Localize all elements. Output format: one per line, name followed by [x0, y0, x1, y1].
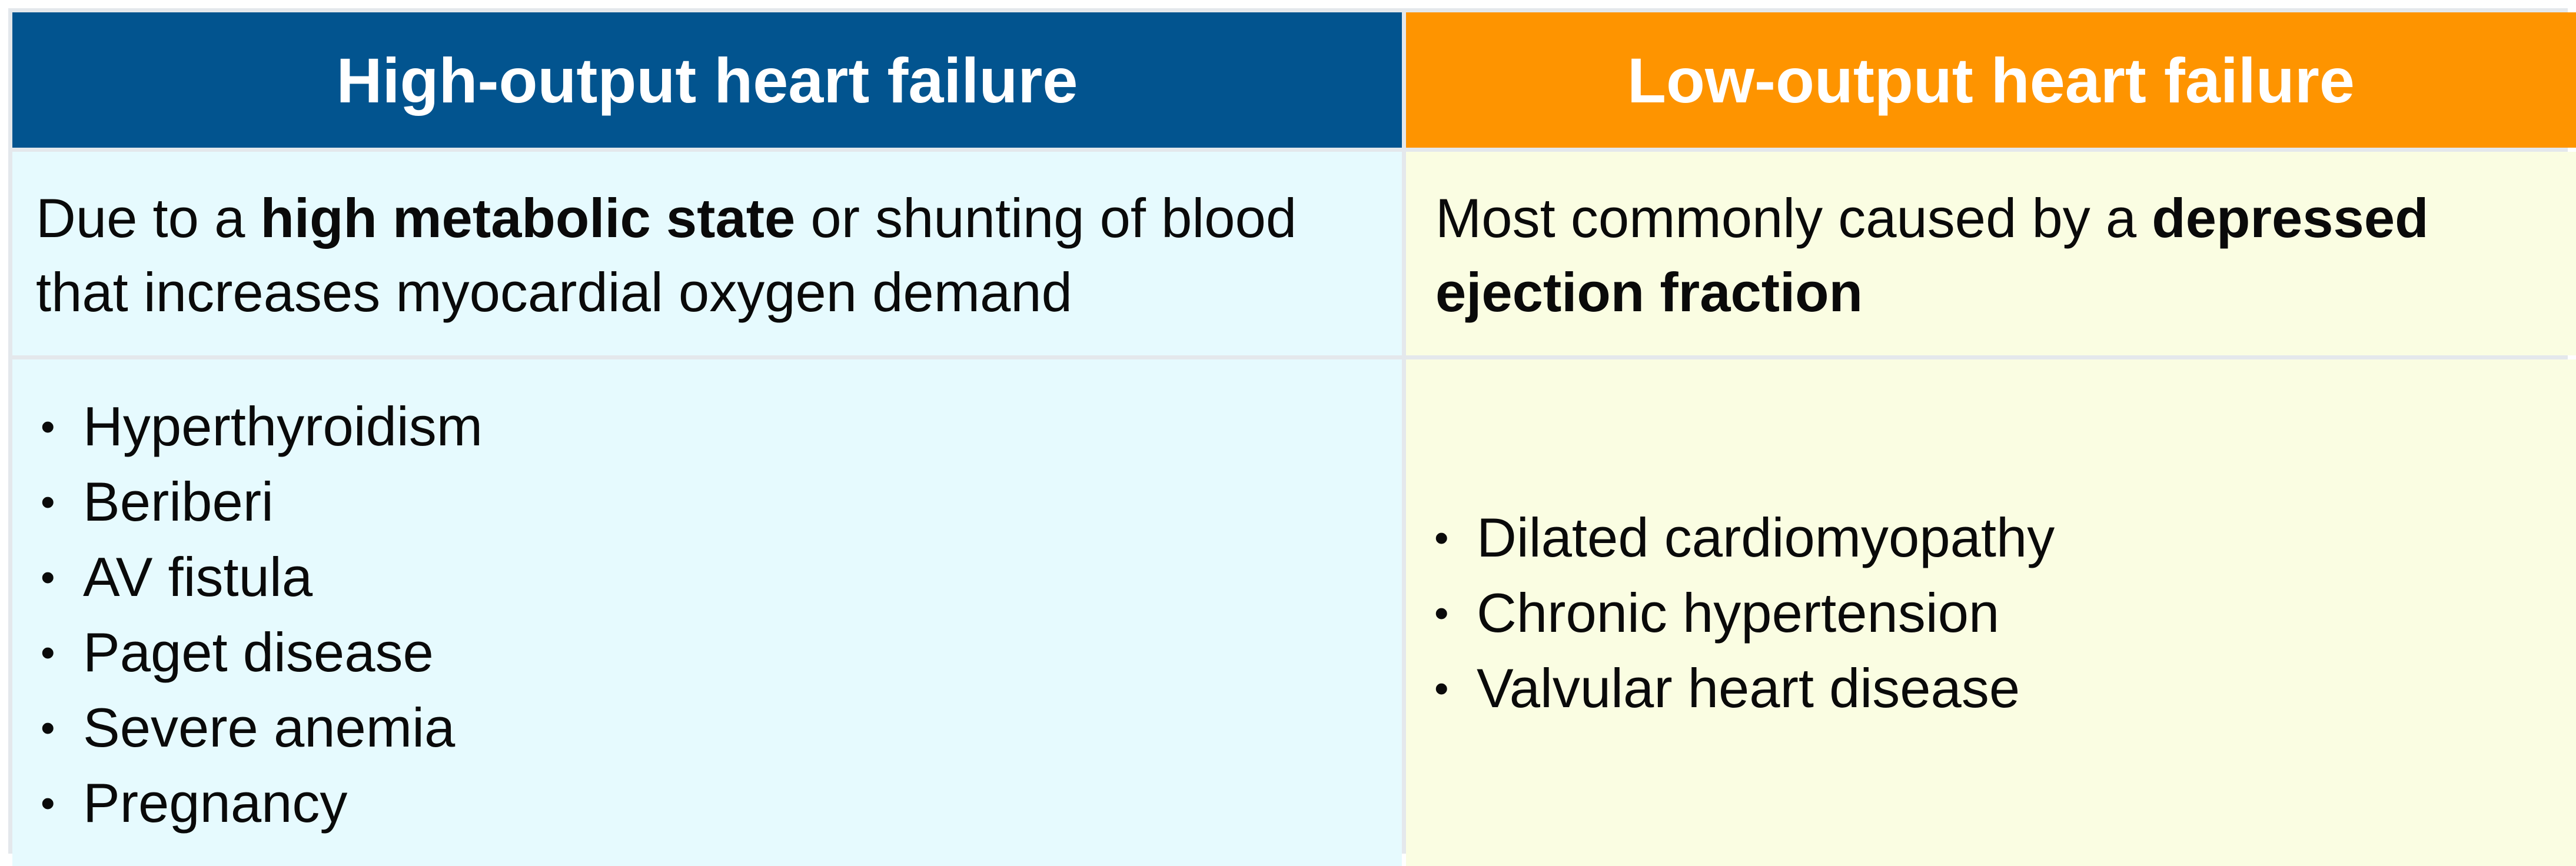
list-item: • Beriberi — [41, 464, 483, 539]
high-output-header: High-output heart failure — [12, 12, 1402, 148]
low-output-description-bold: depressed ejection fraction — [1435, 187, 2429, 323]
list-item: • Hyperthyroidism — [41, 389, 483, 464]
high-output-description-bold: high metabolic state — [260, 187, 796, 249]
bullet-icon: • — [41, 780, 55, 826]
cause-label: Chronic hypertension — [1477, 581, 2000, 644]
bullet-icon: • — [1434, 589, 1449, 636]
bullet-icon: • — [41, 404, 55, 449]
bullet-icon: • — [1434, 665, 1449, 711]
list-item: • Dilated cardiomyopathy — [1434, 500, 2055, 575]
list-item: • AV fistula — [41, 539, 483, 615]
cause-label: Valvular heart disease — [1477, 657, 2020, 719]
low-output-header: Low-output heart failure — [1406, 12, 2576, 148]
bullet-icon: • — [41, 705, 55, 751]
low-output-causes-list: • Dilated cardiomyopathy • Chronic hyperte… — [1434, 500, 2055, 726]
cause-label: Beriberi — [83, 471, 274, 532]
low-output-description-part: Most commonly caused by a — [1435, 187, 2152, 249]
heart-failure-comparison-table: High-output heart failure Low-output hea… — [8, 8, 2576, 866]
bullet-icon: • — [41, 629, 55, 675]
bullet-icon: • — [41, 554, 55, 600]
bullet-icon: • — [41, 479, 55, 525]
list-item: • Pregnancy — [41, 765, 483, 841]
high-output-causes-list: • Hyperthyroidism • Beriberi • AV fistula •… — [41, 389, 483, 841]
cause-label: Hyperthyroidism — [83, 395, 483, 457]
low-output-description: Most commonly caused by a depressed ejec… — [1406, 152, 2576, 355]
cause-label: Severe anemia — [83, 697, 456, 758]
low-output-causes-cell: • Dilated cardiomyopathy • Chronic hyperte… — [1406, 359, 2576, 866]
high-output-causes-cell: • Hyperthyroidism • Beriberi • AV fistula •… — [12, 359, 1402, 866]
high-output-description: Due to a high metabolic state or shuntin… — [12, 152, 1402, 355]
list-item: • Chronic hypertension — [1434, 575, 2055, 651]
cause-label: AV fistula — [83, 546, 313, 608]
high-output-description-part: or shunting of blood that increases myoc… — [36, 187, 1297, 323]
high-output-description-part: Due to a — [36, 187, 261, 249]
list-item: • Paget disease — [41, 615, 483, 690]
cause-label: Dilated cardiomyopathy — [1477, 506, 2055, 568]
list-item: • Severe anemia — [41, 690, 483, 765]
list-item: • Valvular heart disease — [1434, 651, 2055, 726]
cause-label: Pregnancy — [83, 772, 348, 834]
cause-label: Paget disease — [83, 621, 434, 683]
bullet-icon: • — [1434, 514, 1449, 561]
